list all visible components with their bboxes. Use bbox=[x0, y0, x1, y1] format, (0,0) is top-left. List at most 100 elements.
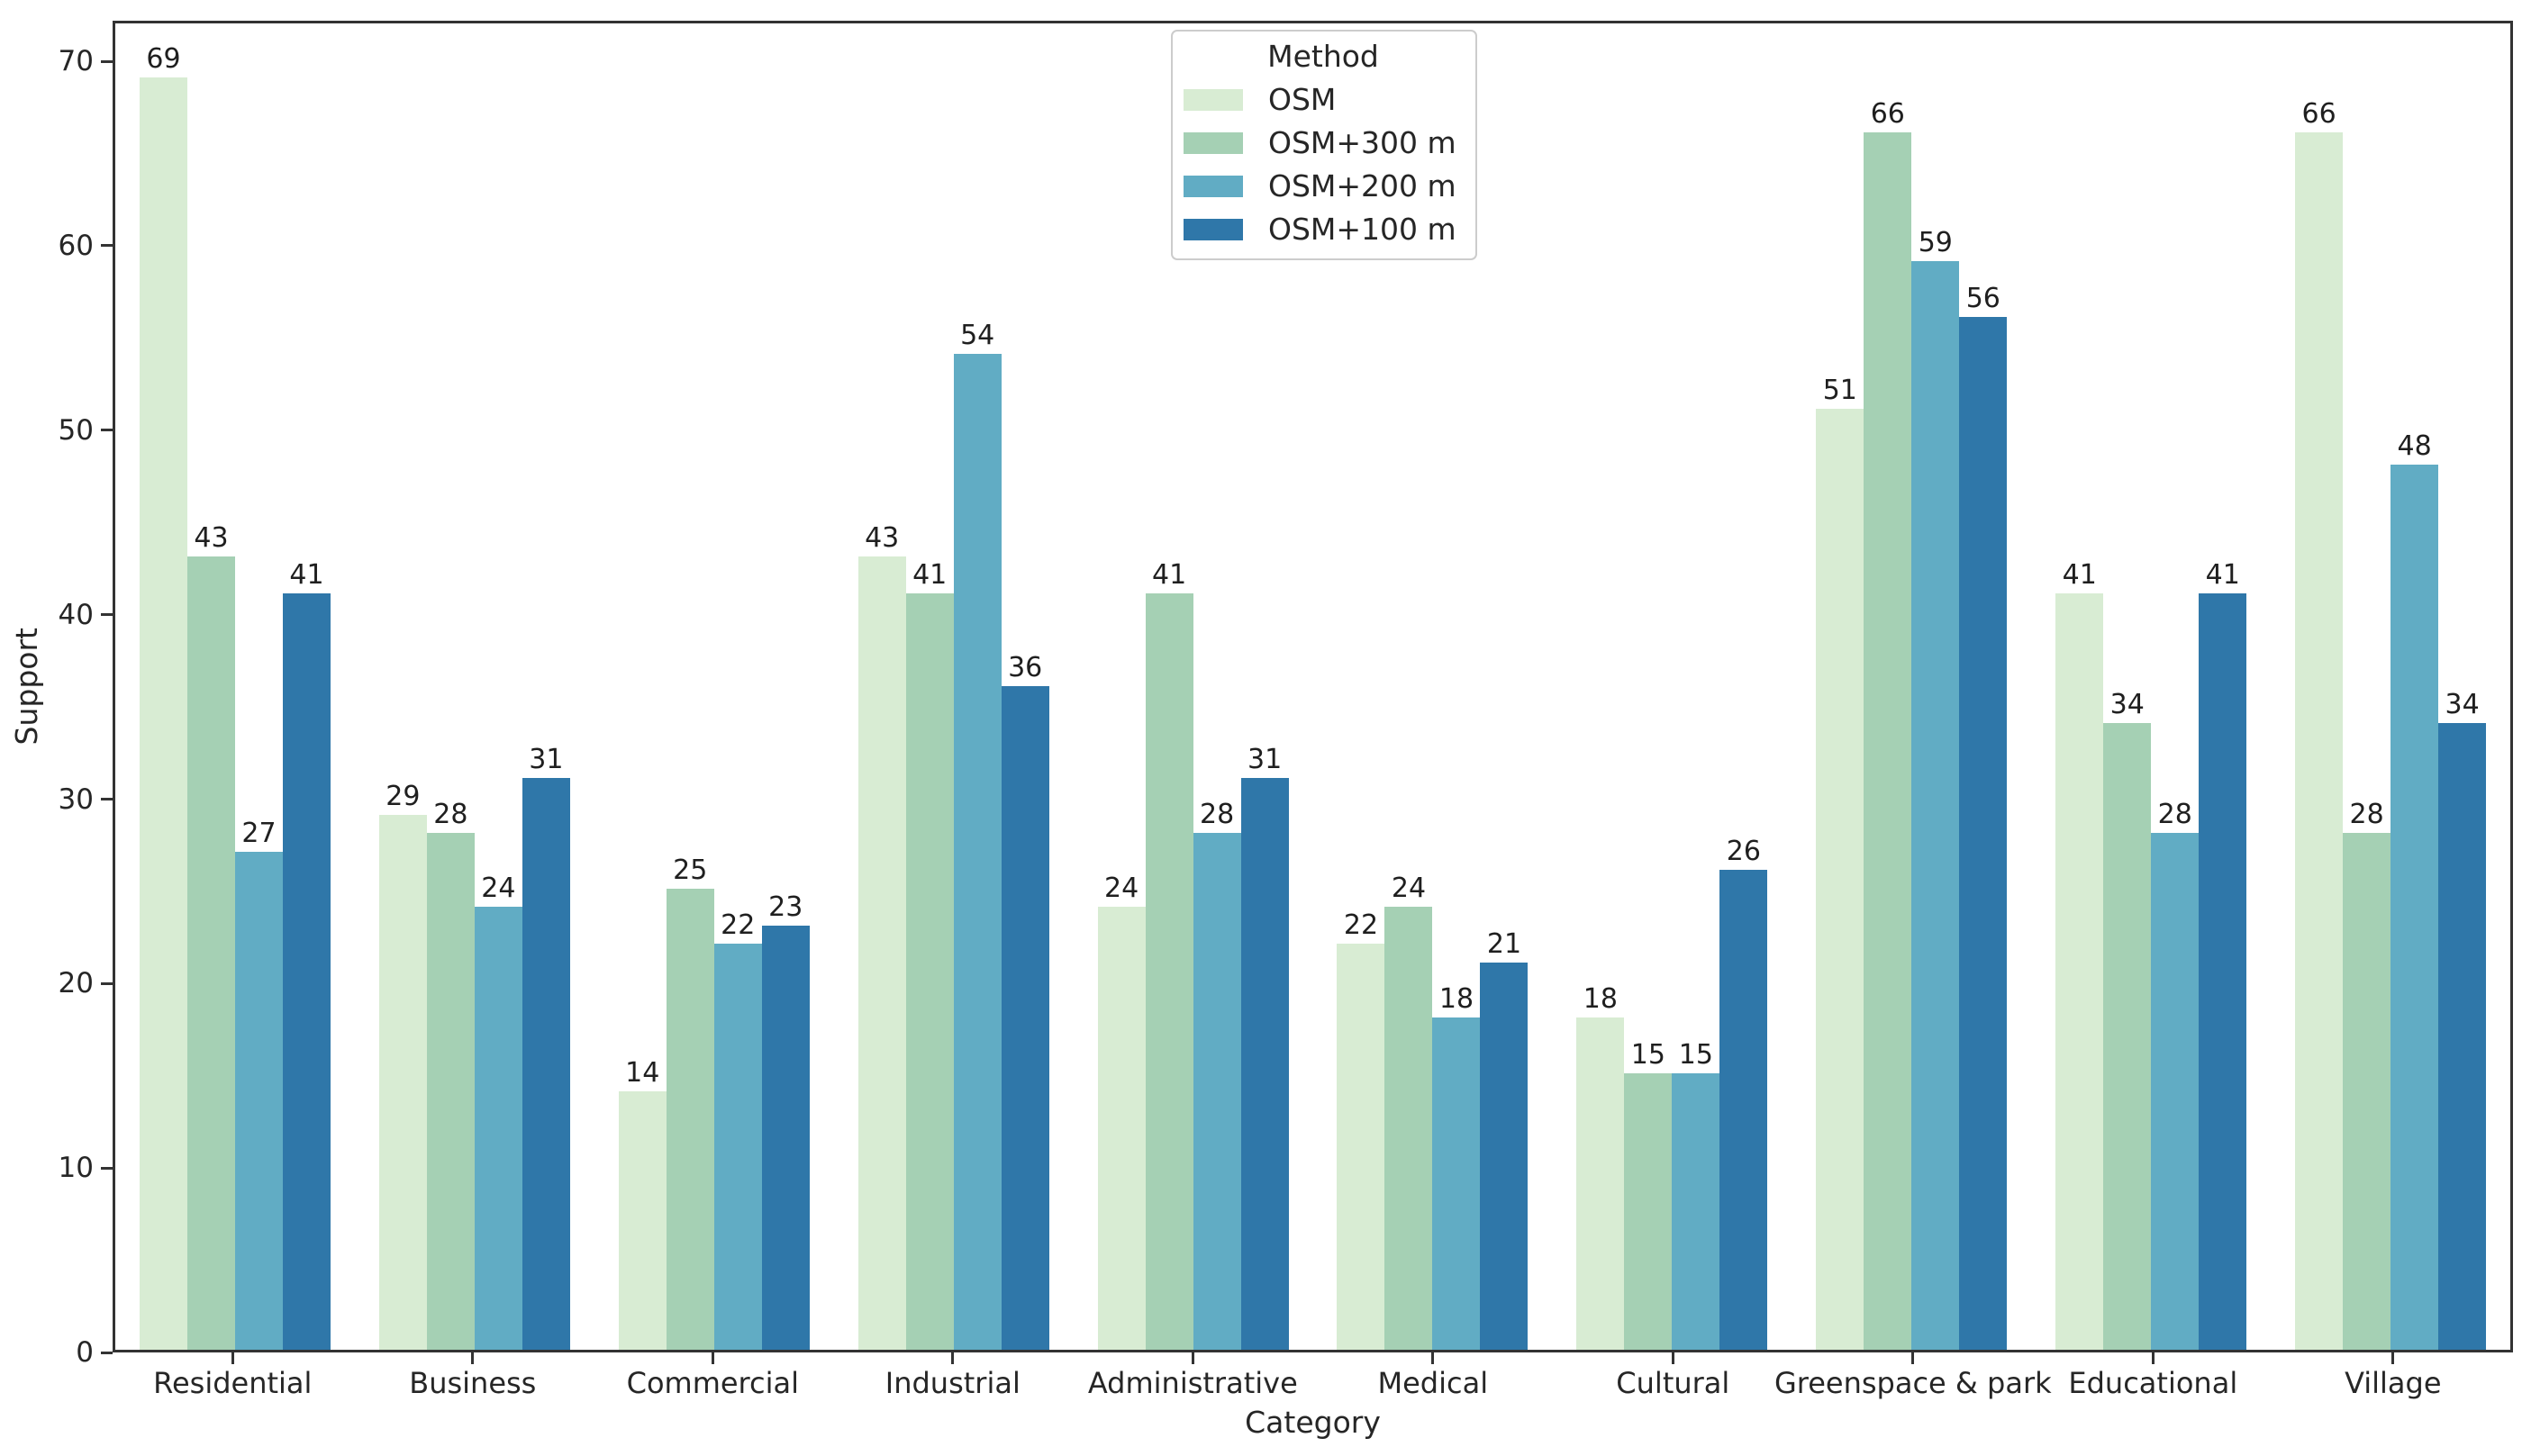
y-tick-label: 70 bbox=[58, 45, 94, 78]
bar: 66 bbox=[1864, 101, 1912, 1350]
y-tick-label: 40 bbox=[58, 598, 94, 631]
bar-value-label: 18 bbox=[1438, 983, 1474, 1016]
bar: 41 bbox=[2055, 562, 2104, 1350]
x-tick-label: Commercial bbox=[626, 1366, 799, 1400]
bar-value-label: 15 bbox=[1630, 1038, 1665, 1071]
bar: 22 bbox=[713, 912, 762, 1350]
bar-value-label: 36 bbox=[1008, 651, 1043, 683]
bar: 15 bbox=[1624, 1041, 1673, 1350]
bar-value-label: 24 bbox=[1103, 873, 1139, 905]
bar-value-label: 41 bbox=[912, 559, 948, 592]
bar-value-label: 34 bbox=[2445, 688, 2480, 720]
bar: 34 bbox=[2438, 691, 2487, 1350]
x-tick-label: Medical bbox=[1377, 1366, 1489, 1400]
bar-value-label: 43 bbox=[194, 522, 229, 555]
bar-value-label: 28 bbox=[2157, 799, 2192, 831]
bar: 31 bbox=[1240, 746, 1289, 1350]
bar: 24 bbox=[1384, 875, 1433, 1350]
bar: 56 bbox=[1959, 285, 2008, 1350]
bar-group: 29 28 24 31 bbox=[355, 23, 594, 1350]
x-tick-mark bbox=[2391, 1352, 2395, 1364]
legend-entry: OSM+300 m bbox=[1184, 125, 1463, 161]
x-tick-label: Educational bbox=[2068, 1366, 2238, 1400]
legend-label: OSM+200 m bbox=[1268, 168, 1456, 203]
x-tick-label: Administrative bbox=[1087, 1366, 1298, 1400]
bar-value-label: 48 bbox=[2397, 430, 2432, 462]
bar-value-label: 56 bbox=[1965, 282, 2000, 314]
bar: 26 bbox=[1719, 838, 1768, 1350]
bar-value-label: 51 bbox=[1822, 375, 1857, 407]
bar: 22 bbox=[1337, 912, 1385, 1350]
y-tick-label: 50 bbox=[58, 413, 94, 447]
bar-value-label: 41 bbox=[1151, 559, 1187, 592]
legend-entry: OSM bbox=[1184, 82, 1463, 118]
bar: 31 bbox=[522, 746, 570, 1350]
bar-value-label: 31 bbox=[529, 744, 564, 775]
y-tick-mark bbox=[101, 613, 113, 617]
y-tick-mark bbox=[101, 1166, 113, 1170]
bar-value-label: 24 bbox=[481, 873, 516, 905]
x-tick-mark bbox=[2151, 1352, 2155, 1364]
bar-group: 14 25 22 23 bbox=[594, 23, 834, 1350]
bar-value-label: 41 bbox=[2062, 559, 2097, 592]
legend-swatch bbox=[1184, 132, 1243, 154]
y-tick-mark bbox=[101, 429, 113, 432]
bar-value-label: 25 bbox=[673, 854, 708, 886]
bar-value-label: 28 bbox=[2349, 799, 2384, 831]
y-axis-label: Support bbox=[9, 628, 44, 746]
bar-value-label: 31 bbox=[1247, 744, 1283, 775]
bar: 36 bbox=[1001, 654, 1049, 1350]
x-tick-mark bbox=[711, 1352, 714, 1364]
bar-value-label: 28 bbox=[433, 799, 468, 831]
bar-value-label: 34 bbox=[2109, 688, 2145, 720]
bar: 29 bbox=[378, 782, 427, 1350]
bar-value-label: 54 bbox=[960, 319, 995, 351]
x-axis-label: Category bbox=[1245, 1405, 1381, 1440]
bar: 21 bbox=[1480, 930, 1529, 1350]
bar-value-label: 15 bbox=[1678, 1038, 1713, 1071]
bar-value-label: 69 bbox=[146, 42, 181, 75]
bar-group: 51 66 59 56 bbox=[1792, 23, 2031, 1350]
x-tick-mark bbox=[951, 1352, 955, 1364]
bar: 24 bbox=[1097, 875, 1146, 1350]
x-tick-mark bbox=[1671, 1352, 1674, 1364]
bar: 59 bbox=[1911, 230, 1960, 1350]
bar: 23 bbox=[761, 893, 810, 1350]
bar-value-label: 66 bbox=[2301, 98, 2336, 130]
y-tick-label: 0 bbox=[76, 1336, 94, 1369]
bar-value-label: 26 bbox=[1726, 836, 1761, 868]
bar: 69 bbox=[139, 45, 187, 1350]
y-tick-mark bbox=[101, 798, 113, 800]
bar: 48 bbox=[2390, 432, 2439, 1350]
bar: 28 bbox=[2151, 801, 2200, 1350]
legend-label: OSM+100 m bbox=[1268, 212, 1456, 247]
x-tick-mark bbox=[471, 1352, 475, 1364]
y-tick-mark bbox=[101, 59, 113, 63]
x-tick-mark bbox=[1911, 1352, 1915, 1364]
x-tick-label: Greenspace & park bbox=[1774, 1366, 2052, 1400]
bar-value-label: 41 bbox=[289, 559, 324, 592]
y-tick-label: 20 bbox=[58, 967, 94, 1000]
legend-label: OSM bbox=[1268, 82, 1337, 117]
y-tick-mark bbox=[101, 981, 113, 985]
bar-group: 18 15 15 26 bbox=[1552, 23, 1792, 1350]
bar: 51 bbox=[1816, 377, 1864, 1350]
bars-container: 69 43 27 41 29 28 24 31 14 25 22 23 43 41 54 36 24 41 28 31… bbox=[115, 23, 2510, 1350]
legend-rows: OSM OSM+300 m OSM+200 m OSM+100 m bbox=[1184, 82, 1463, 248]
x-tick-label: Village bbox=[2345, 1366, 2442, 1400]
bar-group: 22 24 18 21 bbox=[1313, 23, 1553, 1350]
bar-value-label: 21 bbox=[1486, 927, 1522, 960]
bar: 25 bbox=[666, 856, 714, 1350]
bar-value-label: 22 bbox=[1343, 909, 1379, 942]
y-tick-mark bbox=[101, 1351, 113, 1354]
bar-value-label: 14 bbox=[625, 1057, 660, 1090]
bar: 28 bbox=[2343, 801, 2391, 1350]
x-tick-label: Business bbox=[409, 1366, 537, 1400]
bar: 43 bbox=[857, 525, 906, 1350]
x-tick-label: Industrial bbox=[885, 1366, 1021, 1400]
x-tick-mark bbox=[1431, 1352, 1435, 1364]
y-tick-label: 60 bbox=[58, 229, 94, 262]
y-tick-label: 10 bbox=[58, 1152, 94, 1185]
bar-group: 41 34 28 41 bbox=[2031, 23, 2271, 1350]
